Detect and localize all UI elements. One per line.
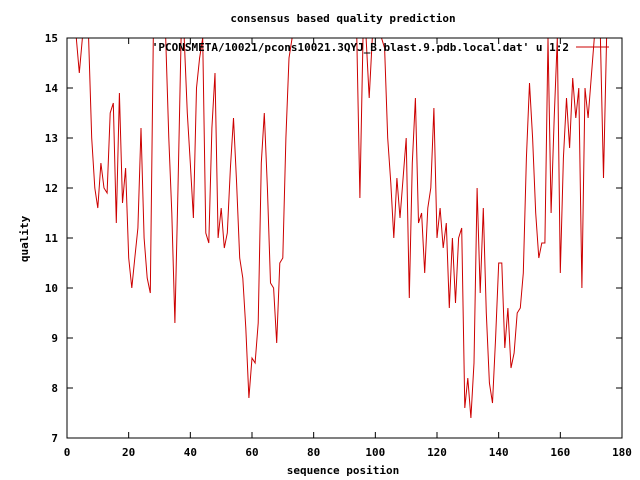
x-tick-label: 60 bbox=[245, 446, 258, 459]
y-axis: 7 8 9 10 11 12 13 14 15 bbox=[45, 32, 622, 445]
y-tick-label: 12 bbox=[45, 182, 58, 195]
x-axis-title: sequence position bbox=[287, 464, 400, 477]
x-tick-label: 160 bbox=[550, 446, 570, 459]
y-tick-label: 7 bbox=[51, 432, 58, 445]
y-tick-label: 10 bbox=[45, 282, 58, 295]
plot-frame bbox=[66, 37, 623, 439]
x-tick-label: 120 bbox=[427, 446, 447, 459]
y-tick-label: 9 bbox=[51, 332, 58, 345]
x-tick-label: 0 bbox=[64, 446, 71, 459]
y-tick-label: 15 bbox=[45, 32, 58, 45]
y-tick-label: 8 bbox=[51, 382, 58, 395]
x-tick-label: 100 bbox=[365, 446, 385, 459]
x-tick-label: 20 bbox=[122, 446, 135, 459]
x-axis: 0 20 40 60 80 100 120 140 160 180 bbox=[64, 38, 632, 459]
series-line bbox=[70, 37, 610, 419]
legend: 'PCONSMETA/10021/pcons10021.3QYJ_B.blast… bbox=[152, 41, 609, 54]
y-axis-title: quality bbox=[18, 215, 31, 262]
legend-label: 'PCONSMETA/10021/pcons10021.3QYJ_B.blast… bbox=[152, 41, 569, 54]
x-tick-label: 80 bbox=[307, 446, 320, 459]
y-tick-label: 14 bbox=[45, 82, 59, 95]
x-tick-label: 40 bbox=[184, 446, 197, 459]
y-tick-label: 11 bbox=[45, 232, 59, 245]
chart-title: consensus based quality prediction bbox=[230, 12, 455, 25]
series-layer bbox=[70, 37, 610, 419]
x-tick-label: 180 bbox=[612, 446, 632, 459]
x-tick-label: 140 bbox=[489, 446, 509, 459]
y-tick-label: 13 bbox=[45, 132, 58, 145]
